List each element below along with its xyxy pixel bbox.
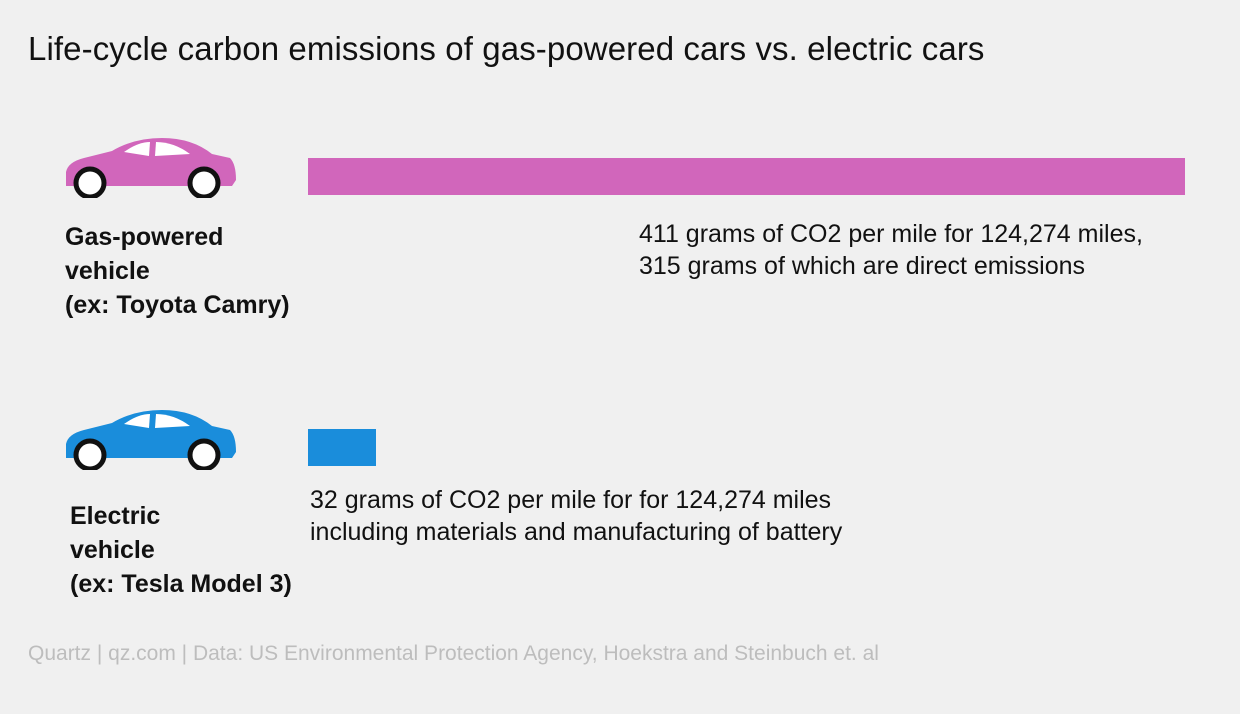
car-window [155,414,190,428]
category-label-line: Gas-powered [65,223,224,251]
car-wheel [187,438,221,470]
category-label-line: Electric [70,502,161,530]
car-window [124,414,150,428]
car-wheel [187,166,221,198]
car-icon [66,138,236,198]
bar-gas [308,158,1185,195]
annotation-line: 411 grams of CO2 per mile for 124,274 mi… [639,220,1143,248]
annotation-line: including materials and manufacturing of… [310,518,843,546]
category-label-line: (ex: Tesla Model 3) [70,570,292,598]
car-wheel [73,438,107,470]
car-wheel [73,166,107,198]
source-credit: Quartz | qz.com | Data: US Environmental… [28,642,879,665]
bar-electric [308,429,376,466]
category-label-line: vehicle [65,257,150,285]
annotation-gas: 411 grams of CO2 per mile for 124,274 mi… [639,218,1143,282]
annotation-electric: 32 grams of CO2 per mile for for 124,274… [310,484,842,548]
car-window [155,142,190,156]
car-window [124,142,150,156]
annotation-line: 315 grams of which are direct emissions [639,252,1086,280]
category-label-gas: Gas-powered vehicle (ex: Toyota Camry) [65,220,290,322]
chart-title: Life-cycle carbon emissions of gas-power… [28,30,985,67]
category-label-line: vehicle [70,536,155,564]
category-label-line: (ex: Toyota Camry) [65,291,290,319]
annotation-line: 32 grams of CO2 per mile for for 124,274… [310,486,832,514]
car-icon [66,410,236,470]
category-label-ev: Electric vehicle (ex: Tesla Model 3) [70,499,292,601]
